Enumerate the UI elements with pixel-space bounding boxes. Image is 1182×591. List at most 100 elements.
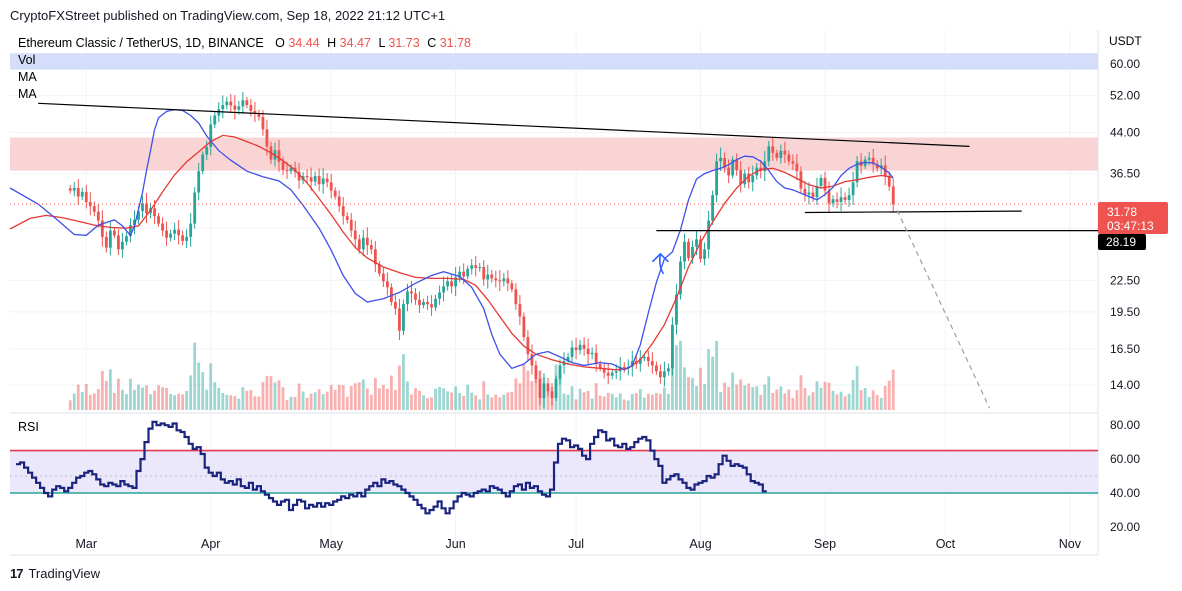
- candle: [357, 239, 361, 250]
- trendline-1: [804, 210, 1022, 214]
- ma-slow-line: [9, 134, 894, 371]
- candle: [201, 154, 205, 172]
- volume-bar: [667, 393, 670, 410]
- trendline-0: [38, 102, 970, 147]
- price-tick-label: 14.00: [1110, 378, 1140, 392]
- volume-bar: [755, 386, 759, 410]
- trendlines: [10, 102, 1098, 409]
- candle: [317, 176, 321, 185]
- level-price-label: 28.19: [1106, 235, 1136, 249]
- candle: [285, 170, 289, 172]
- volume-bar: [707, 349, 710, 410]
- candle: [325, 178, 329, 183]
- candle: [438, 292, 441, 299]
- candle: [594, 352, 598, 364]
- volume-bar: [402, 354, 405, 410]
- candle: [410, 291, 413, 294]
- volume-bar: [771, 392, 775, 410]
- candle: [197, 171, 201, 193]
- volume-bar: [474, 395, 478, 410]
- volume-bar: [654, 393, 658, 410]
- published-header: CryptoFXStreet published on TradingView.…: [10, 8, 446, 23]
- volume-bar: [365, 388, 369, 410]
- candle: [490, 274, 494, 279]
- moving-averages: [9, 108, 894, 371]
- volume-bar: [108, 369, 112, 410]
- volume-bar: [245, 390, 249, 410]
- volume-bar: [522, 364, 526, 410]
- candle: [189, 223, 193, 237]
- candle: [104, 236, 108, 248]
- volume-bar: [606, 392, 610, 410]
- volume-bar: [803, 387, 807, 410]
- volume-bar: [590, 398, 594, 410]
- candle: [779, 150, 783, 158]
- candle: [827, 190, 831, 204]
- tradingview-logo[interactable]: 17 TradingView: [10, 566, 100, 581]
- candle: [112, 230, 116, 236]
- candle: [795, 163, 799, 172]
- price-chart[interactable]: 60.0052.0044.0036.5028.5022.5019.5016.50…: [0, 0, 1182, 560]
- volume-bar: [775, 389, 779, 410]
- volume-bar: [795, 390, 799, 410]
- volume-bar: [277, 380, 281, 410]
- candle: [542, 383, 546, 398]
- volume-bar: [92, 393, 96, 410]
- trendline-3: [896, 210, 991, 409]
- volume-bar: [157, 385, 160, 410]
- candle: [703, 249, 706, 259]
- legend-ma-2[interactable]: MA: [18, 87, 37, 101]
- volume-bar: [337, 384, 341, 410]
- candle: [658, 371, 662, 378]
- candle: [434, 298, 437, 308]
- volume-bar: [887, 380, 891, 410]
- volume-bar: [369, 394, 373, 410]
- candle: [353, 230, 357, 240]
- volume-bar: [751, 387, 755, 410]
- volume-bar: [341, 385, 345, 410]
- candle: [675, 294, 678, 325]
- volume-bar: [458, 393, 462, 410]
- volume-bar: [843, 396, 847, 410]
- volume-bar: [233, 396, 237, 410]
- rsi-title[interactable]: RSI: [18, 420, 39, 434]
- volume-bar: [229, 395, 233, 410]
- candle: [446, 281, 450, 287]
- candle: [237, 106, 241, 110]
- candle: [731, 159, 735, 176]
- candle: [574, 347, 578, 351]
- candle: [474, 265, 478, 268]
- candle: [193, 192, 197, 224]
- candle: [100, 220, 104, 237]
- candle: [145, 203, 148, 214]
- candle: [389, 287, 393, 302]
- candle: [891, 186, 895, 205]
- candle: [494, 278, 498, 281]
- volume-bar: [297, 383, 301, 410]
- volume-bar: [80, 391, 84, 410]
- volume-bar: [574, 399, 578, 410]
- volume-bar: [675, 345, 678, 410]
- candle: [333, 190, 337, 197]
- volume-bar: [835, 394, 839, 410]
- legend-ma-1[interactable]: MA: [18, 70, 37, 84]
- volume-bar: [679, 340, 682, 410]
- volume-bar: [177, 393, 181, 410]
- candle: [823, 177, 827, 191]
- candle: [715, 161, 719, 196]
- candle: [518, 304, 522, 317]
- volume-bar: [578, 388, 582, 410]
- candle: [486, 274, 490, 280]
- candle: [217, 109, 221, 116]
- candle: [735, 159, 739, 171]
- volume-bar: [510, 391, 514, 410]
- candle: [650, 361, 654, 366]
- volume-bar: [349, 386, 353, 410]
- volume-bar: [265, 375, 269, 410]
- candle: [257, 113, 261, 117]
- volume-bar: [213, 382, 217, 410]
- legend-vol[interactable]: Vol: [18, 53, 35, 67]
- candle: [791, 161, 795, 164]
- volume-bar: [96, 389, 100, 410]
- candle: [654, 365, 658, 372]
